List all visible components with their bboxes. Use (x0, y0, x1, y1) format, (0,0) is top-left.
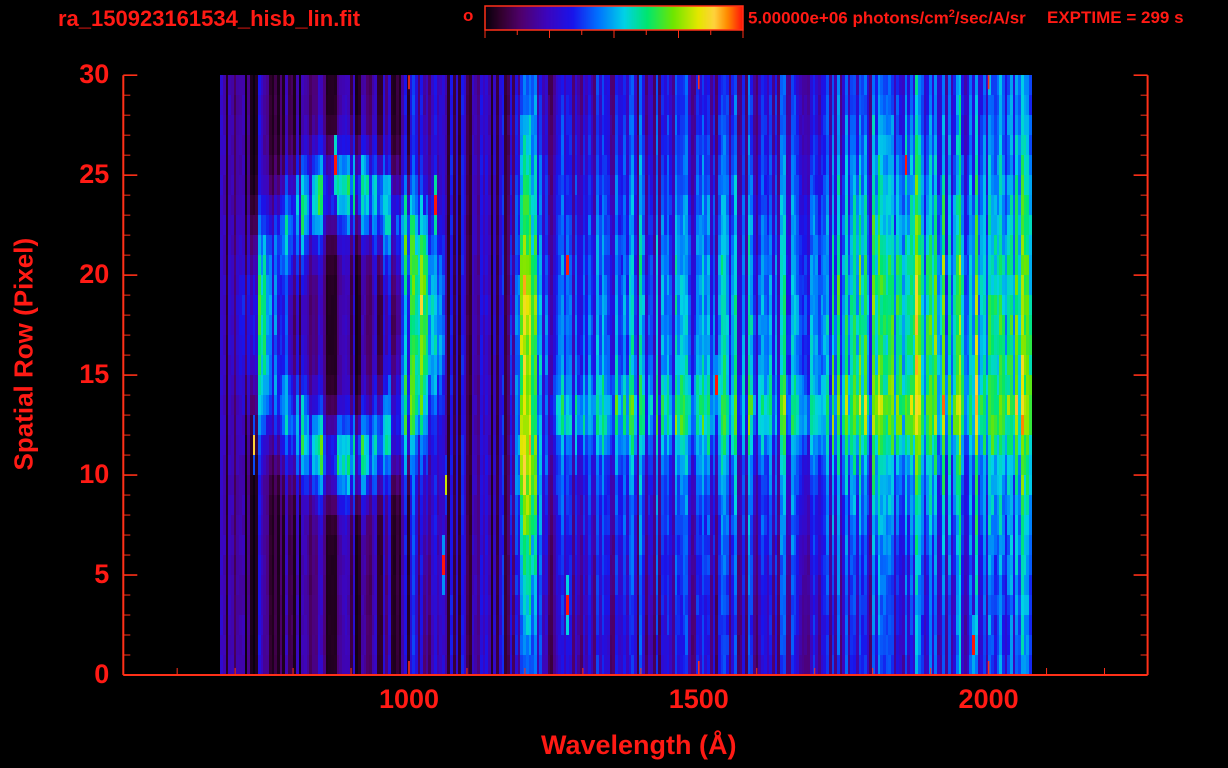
svg-text:1000: 1000 (379, 684, 439, 714)
svg-text:25: 25 (79, 159, 109, 189)
svg-text:15: 15 (79, 359, 109, 389)
svg-text:0: 0 (94, 659, 109, 689)
svg-text:30: 30 (79, 59, 109, 89)
svg-text:5: 5 (94, 559, 109, 589)
svg-text:2000: 2000 (959, 684, 1019, 714)
svg-text:20: 20 (79, 259, 109, 289)
svg-text:10: 10 (79, 459, 109, 489)
svg-text:1500: 1500 (669, 684, 729, 714)
